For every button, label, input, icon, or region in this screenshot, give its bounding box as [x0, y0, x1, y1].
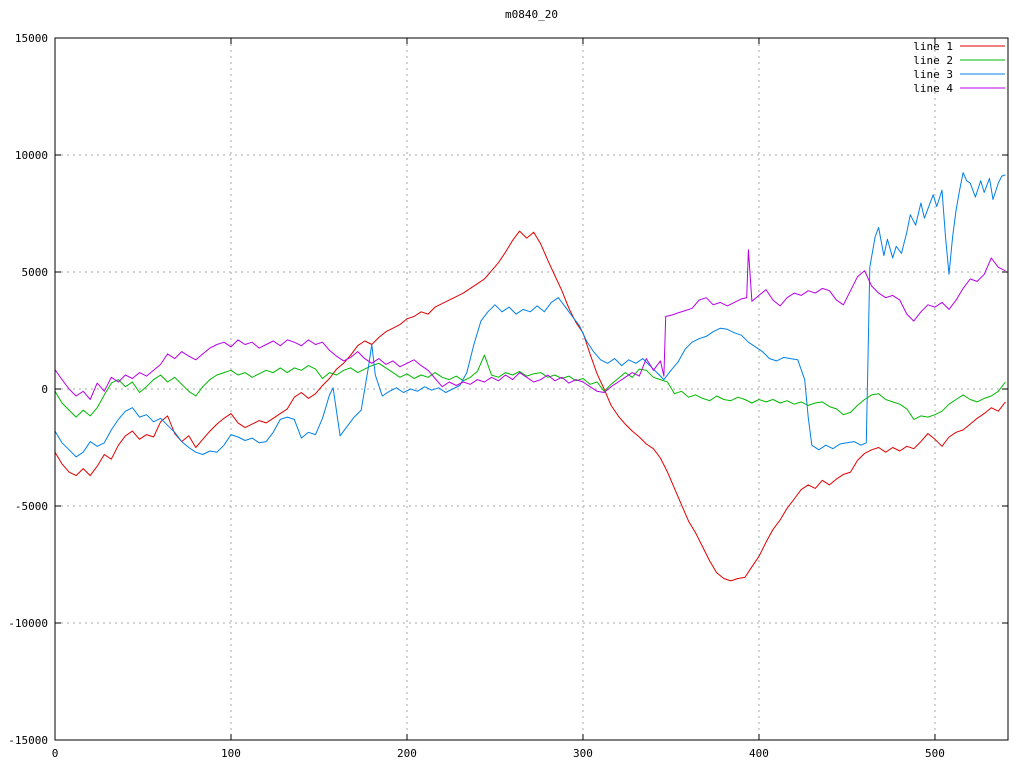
- series-line-1: [54, 230, 1006, 582]
- x-tick-label: 400: [749, 747, 769, 760]
- y-tick-label: -5000: [15, 500, 48, 513]
- legend-label: line 3: [913, 68, 953, 81]
- y-tick-label: 0: [41, 383, 48, 396]
- x-tick-label: 500: [925, 747, 945, 760]
- x-tick-label: 100: [221, 747, 241, 760]
- legend-label: line 1: [913, 40, 953, 53]
- y-tick-label: -15000: [8, 734, 48, 747]
- chart-title: m0840_20: [505, 8, 558, 21]
- x-tick-label: 200: [397, 747, 417, 760]
- y-tick-label: 10000: [15, 149, 48, 162]
- series-line-3: [54, 172, 1006, 458]
- series-group: [54, 172, 1006, 582]
- legend-label: line 4: [913, 82, 953, 95]
- series-line-4: [54, 249, 1006, 400]
- tick-marks: [54, 37, 1008, 741]
- y-tick-label: 5000: [22, 266, 49, 279]
- grid: [54, 37, 1008, 741]
- tick-labels: 0 100 200 300 400 500 -15000 -10000 -5000 0 5000 10…: [8, 32, 945, 760]
- series-line-2: [54, 354, 1006, 420]
- x-tick-label: 300: [573, 747, 593, 760]
- x-tick-label: 0: [52, 747, 59, 760]
- legend-label: line 2: [913, 54, 953, 67]
- y-tick-label: 15000: [15, 32, 48, 45]
- y-tick-label: -10000: [8, 617, 48, 630]
